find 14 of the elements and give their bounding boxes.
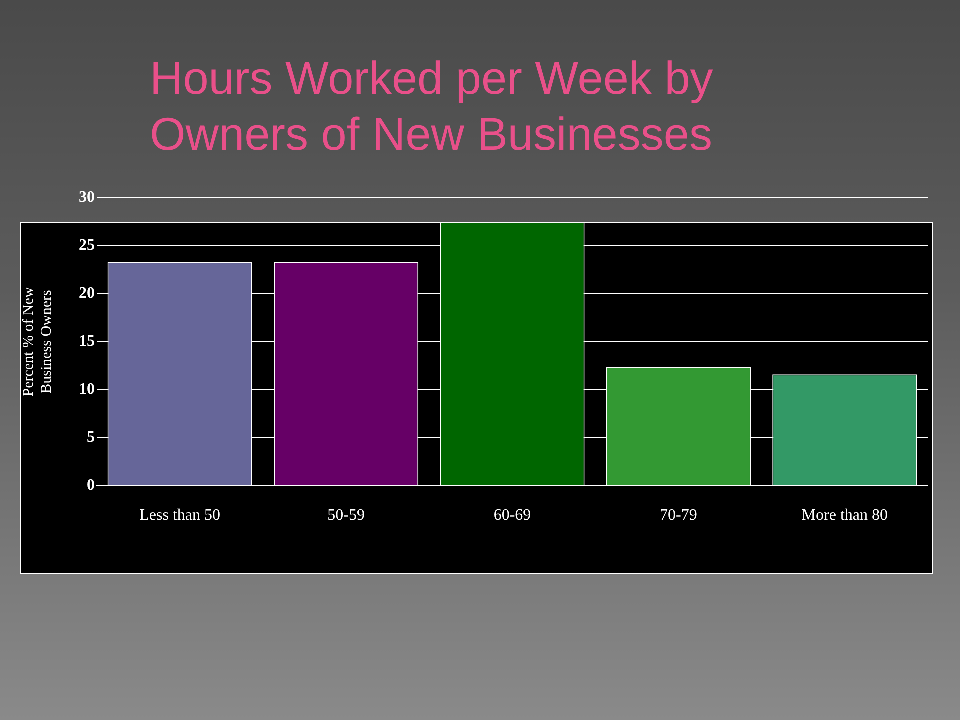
y-tick-label: 25 xyxy=(79,237,95,254)
x-tick-label: More than 80 xyxy=(802,506,888,524)
y-tick-label: 20 xyxy=(79,285,95,302)
y-tick-label: 30 xyxy=(79,189,95,206)
chart-title: Hours Worked per Week by Owners of New Businesses xyxy=(150,51,714,162)
y-axis-title: Percent % of New Business Owners xyxy=(20,287,55,397)
x-tick-label: 50-59 xyxy=(328,506,365,524)
y-tick-label: 15 xyxy=(79,333,95,350)
x-tick-label: 70-79 xyxy=(660,506,698,524)
y-tick-label: 5 xyxy=(87,429,95,446)
x-tick-label: 60-69 xyxy=(494,506,532,524)
x-tick-label: Less than 50 xyxy=(140,506,221,524)
y-tick-label: 10 xyxy=(79,381,95,398)
y-tick-label: 0 xyxy=(87,477,95,494)
